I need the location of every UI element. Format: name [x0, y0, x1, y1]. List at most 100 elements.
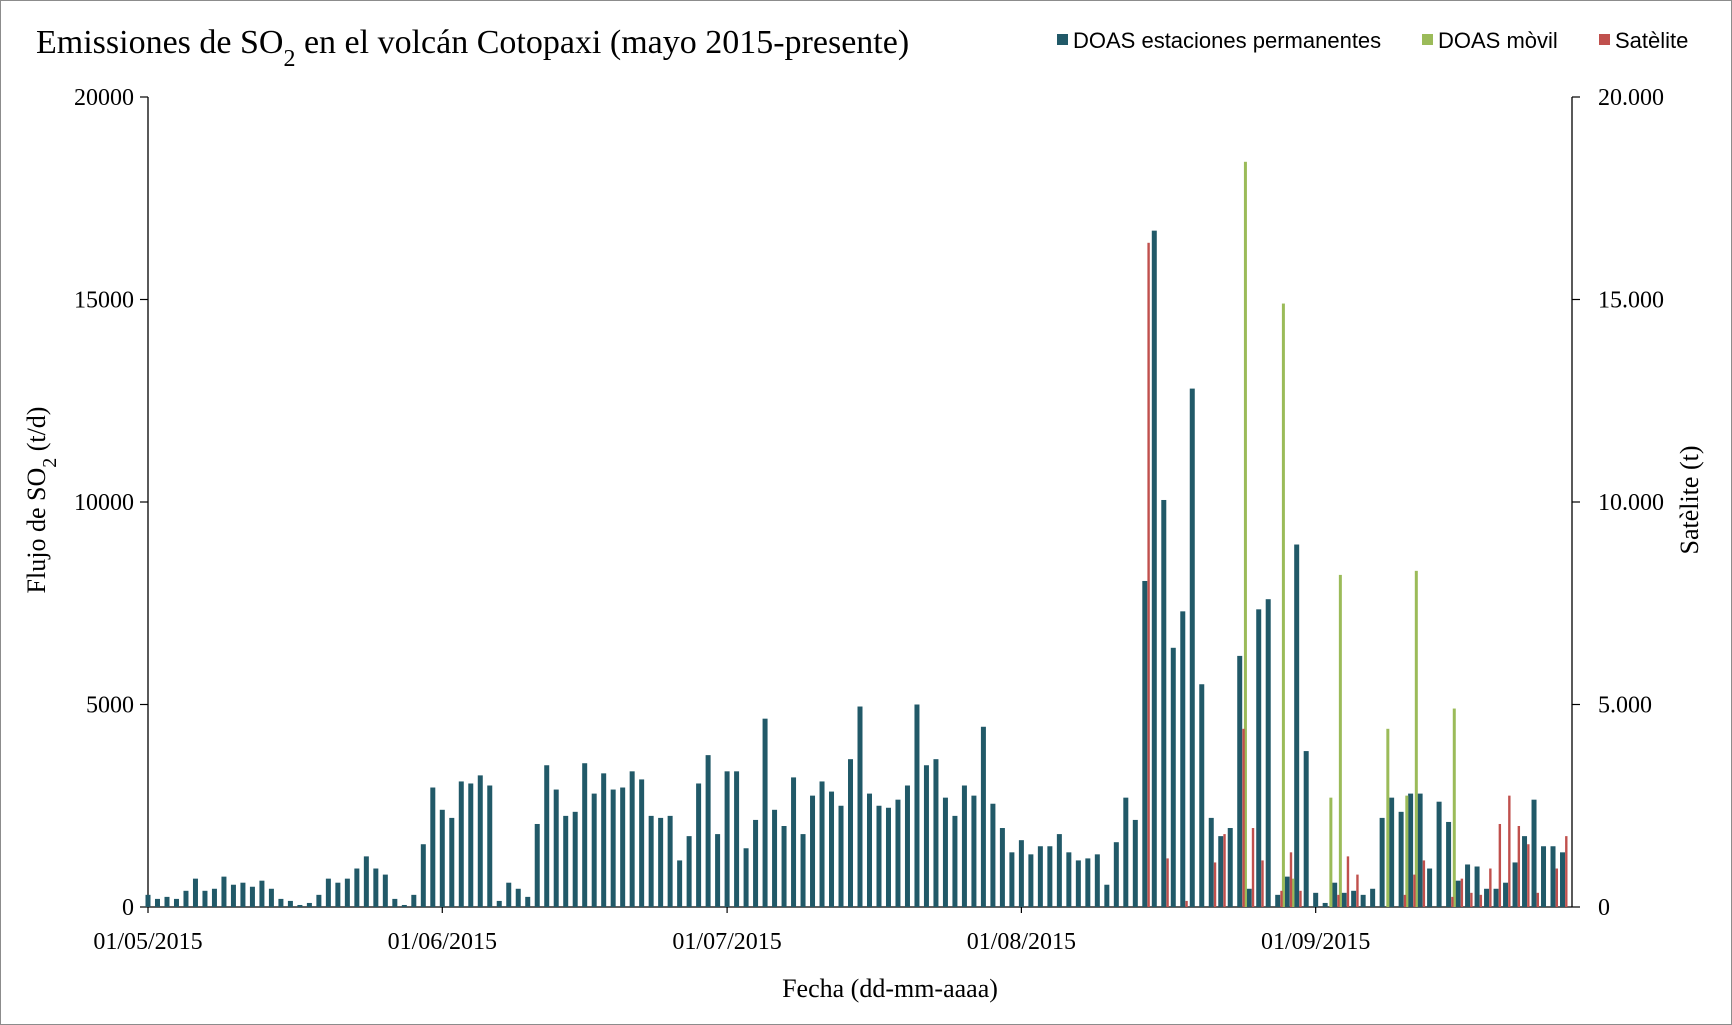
series-2: [1243, 161, 1456, 908]
bar: [1493, 888, 1499, 907]
legend: DOAS estaciones permanentes DOAS mòvil S…: [1057, 28, 1688, 53]
bar: [316, 894, 322, 907]
bar: [866, 793, 872, 907]
bar: [1522, 836, 1528, 908]
bar: [1460, 878, 1464, 907]
bar: [1085, 858, 1091, 907]
bar: [354, 868, 360, 907]
bar: [734, 771, 740, 907]
bar: [1338, 574, 1342, 907]
bar: [458, 781, 464, 907]
bar: [1498, 823, 1502, 907]
bar: [1479, 894, 1483, 907]
bar: [1113, 842, 1119, 907]
bar: [923, 765, 929, 907]
bar: [1322, 902, 1328, 907]
bar: [1223, 834, 1226, 907]
bar: [325, 878, 331, 907]
legend-label-doas-mobile: DOAS mòvil: [1438, 28, 1558, 53]
bar: [1037, 846, 1043, 907]
bar: [297, 904, 303, 907]
bar: [1094, 854, 1100, 907]
bar: [1341, 892, 1347, 907]
bar: [952, 815, 958, 908]
chart-title-part-3: en el volcán Cotopaxi (mayo 2015-present…: [295, 24, 909, 61]
bar: [999, 828, 1005, 907]
bar: [487, 785, 493, 907]
bar: [563, 815, 569, 908]
bar: [838, 805, 844, 907]
bar: [1414, 570, 1418, 907]
bar: [240, 882, 246, 907]
bar: [753, 819, 759, 907]
legend-label-doas-permanent: DOAS estaciones permanentes: [1073, 28, 1381, 53]
bar: [202, 890, 208, 907]
bar: [1427, 868, 1433, 907]
bar: [449, 817, 455, 907]
bar: [183, 890, 189, 907]
bar: [620, 787, 626, 907]
bar: [1398, 811, 1404, 907]
bar: [344, 878, 350, 907]
bars: [145, 161, 1568, 908]
y-tick-label: 20000: [74, 85, 134, 111]
bar: [1132, 819, 1138, 907]
bar: [1251, 828, 1255, 907]
bar: [1166, 858, 1169, 907]
bar: [1465, 864, 1471, 907]
bar: [819, 781, 825, 907]
bar: [591, 793, 597, 907]
bar: [1560, 852, 1566, 907]
chart-title: Emissiones de SO2 en el volcán Cotopaxi …: [36, 24, 909, 72]
bar: [392, 898, 398, 907]
bar: [572, 811, 578, 907]
x-tick-label: 01/08/2015: [967, 929, 1076, 955]
bar: [1370, 888, 1376, 907]
bar: [1213, 862, 1217, 907]
y2-axis-ticks: 0 5.000 10.000 15.000 20.000: [1572, 85, 1664, 921]
bar: [1346, 856, 1350, 908]
bar: [1199, 684, 1205, 907]
bar: [468, 783, 474, 907]
bar: [895, 799, 901, 907]
bar: [1379, 817, 1385, 907]
bar: [1289, 852, 1293, 907]
bar: [544, 765, 550, 907]
y2-tick-label: 20.000: [1598, 85, 1664, 111]
bar: [496, 900, 502, 907]
bar: [829, 791, 835, 907]
bar: [1413, 874, 1416, 907]
bar: [1294, 544, 1300, 907]
bar: [506, 882, 512, 907]
bar: [1185, 900, 1188, 907]
bar: [1527, 844, 1530, 907]
bar: [848, 759, 854, 907]
bar: [164, 896, 170, 908]
bar: [221, 876, 227, 908]
y-tick-label: 15000: [74, 288, 134, 314]
bar: [1455, 880, 1461, 907]
bar: [154, 898, 160, 907]
bar: [1291, 878, 1295, 907]
bar: [211, 888, 217, 907]
bar: [781, 826, 787, 907]
bar: [696, 783, 702, 907]
bar: [534, 823, 540, 907]
bar: [411, 894, 417, 907]
bar: [1360, 894, 1366, 907]
bar: [401, 904, 407, 907]
bar: [980, 726, 986, 907]
bar: [1242, 728, 1245, 907]
x-tick-label: 01/07/2015: [672, 929, 781, 955]
bar: [904, 785, 910, 907]
legend-swatch-doas-permanent: [1057, 34, 1068, 45]
bar: [306, 902, 312, 907]
bar: [1550, 846, 1556, 907]
bar: [743, 848, 749, 907]
bar: [382, 874, 388, 907]
y-axis-title-part-3: (t/d): [22, 407, 51, 458]
bar: [1147, 242, 1150, 908]
bar: [1018, 840, 1024, 907]
